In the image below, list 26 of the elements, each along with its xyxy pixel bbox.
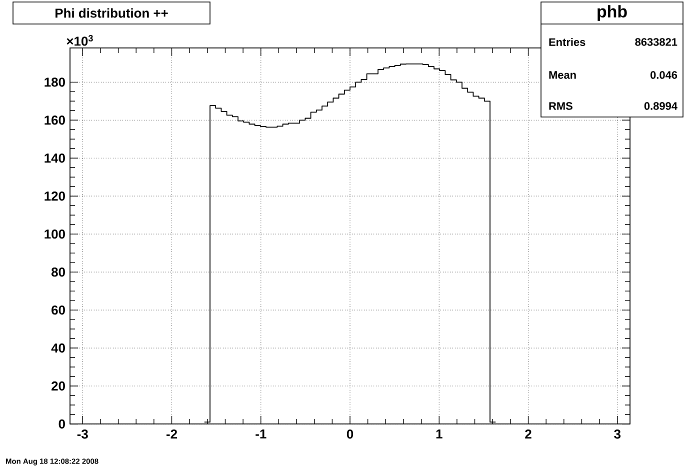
x-tick-label: 2 [525, 430, 532, 439]
text: Entries [549, 38, 586, 46]
text: 0.8994 [644, 102, 678, 110]
y-tick-label: 20 [52, 381, 65, 391]
x-tick-label: -1 [256, 430, 266, 438]
y-tick-label: 140 [44, 154, 65, 163]
text: 0.046 [650, 71, 678, 79]
x-tick-label: 3 [614, 430, 621, 439]
y-tick-label: 120 [44, 192, 65, 201]
x-tick-label: -3 [77, 430, 88, 439]
text: ×10$^{3}$ [66, 34, 93, 46]
y-tick-label: 100 [44, 229, 65, 239]
annotation: RMS [549, 102, 572, 110]
y-tick-label: 160 [44, 116, 65, 125]
y-tick-label: 60 [52, 305, 65, 315]
y-tick-label: 0 [58, 419, 65, 429]
x-tick-label: 1 [436, 430, 442, 438]
y-tick-label: 80 [51, 267, 65, 277]
text: phb [598, 5, 627, 21]
chart-title: Phi distribution ++ [56, 8, 168, 18]
x-tick-label: -2 [166, 430, 177, 439]
y-tick-label: 40 [51, 343, 65, 353]
text: 8633821 [635, 38, 678, 46]
x-tick-label: 0 [346, 430, 354, 439]
y-tick-label: 180 [44, 78, 65, 87]
annotation: Mean [549, 71, 576, 79]
